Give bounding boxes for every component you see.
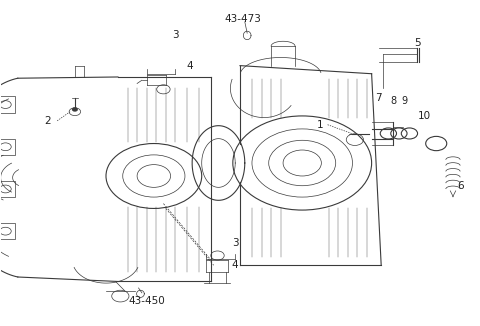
Circle shape (72, 108, 78, 111)
Text: 6: 6 (457, 181, 464, 191)
Text: 3: 3 (172, 30, 179, 40)
Bar (0, 181, 15, 197)
Text: 7: 7 (375, 93, 382, 103)
Text: 5: 5 (414, 38, 420, 48)
Text: 1: 1 (317, 120, 324, 130)
Bar (0, 223, 15, 239)
Text: 8: 8 (390, 96, 396, 106)
Text: 10: 10 (418, 111, 431, 121)
Text: 9: 9 (401, 96, 407, 106)
Text: 43-473: 43-473 (224, 14, 261, 23)
Text: 4: 4 (186, 61, 193, 71)
Text: 4: 4 (232, 260, 239, 270)
Bar (0, 96, 15, 113)
Bar (0, 139, 15, 155)
Text: 43-450: 43-450 (128, 296, 165, 306)
Text: 3: 3 (232, 238, 239, 247)
Text: 2: 2 (44, 116, 51, 126)
